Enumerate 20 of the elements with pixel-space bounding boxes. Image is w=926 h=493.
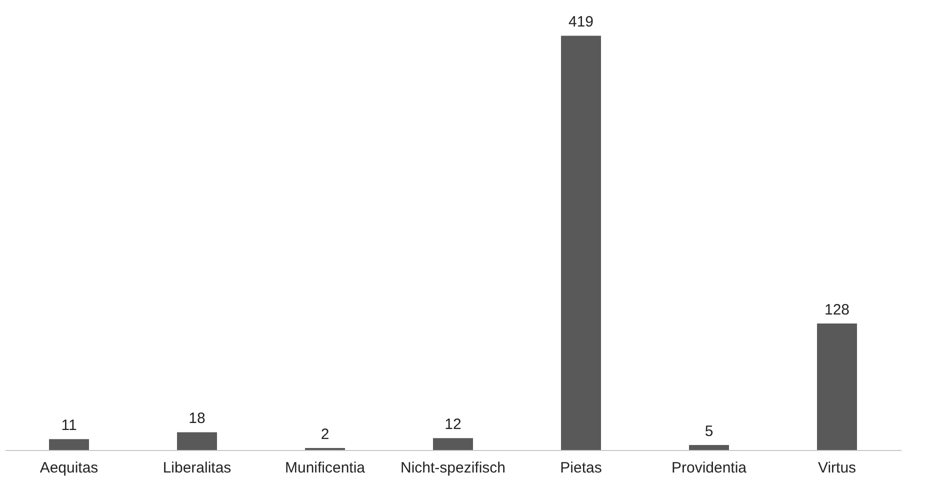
x-tick-label: Pietas [560,460,602,476]
data-label: 11 [61,417,77,434]
bar [817,323,857,450]
data-label: 5 [704,423,714,440]
bar [689,445,729,450]
x-tick-label: Virtus [818,460,856,476]
x-tick-label: Providentia [671,460,748,476]
data-label: 128 [824,301,850,318]
x-tick-label: Munificentia [284,460,366,476]
bar [433,438,473,450]
bar [49,439,89,450]
bar [177,432,217,450]
x-tick-label: Nicht-spezifisch [400,460,506,476]
data-label: 2 [320,426,330,444]
bar [561,36,601,450]
data-label: 12 [444,416,462,434]
data-label: 18 [188,410,206,428]
data-label: 419 [568,14,594,31]
x-tick-label: Liberalitas [162,460,232,476]
x-tick-label: Aequitas [40,460,98,476]
